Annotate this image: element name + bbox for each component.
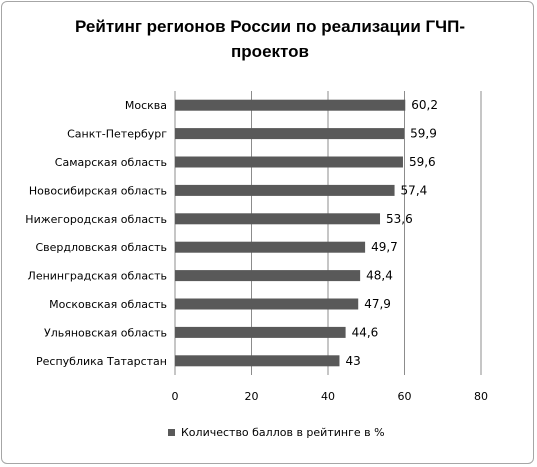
category-label-7: Московская область — [49, 298, 167, 311]
value-label-1: 59,9 — [410, 127, 437, 141]
category-label-5: Свердловская область — [35, 241, 167, 254]
bar-2 — [175, 156, 403, 168]
bar-6 — [175, 270, 361, 282]
legend-label: Количество баллов в рейтинге в % — [181, 426, 385, 439]
legend-swatch — [168, 429, 175, 436]
bar-1 — [175, 128, 405, 140]
x-tick-label-60: 60 — [398, 390, 412, 403]
value-label-2: 59,6 — [409, 155, 436, 169]
bar-8 — [175, 326, 346, 338]
value-label-5: 49,7 — [371, 240, 398, 254]
value-label-7: 47,9 — [364, 297, 391, 311]
category-label-6: Ленинградская область — [28, 270, 167, 283]
chart-title: Рейтинг регионов России по реализации ГЧ… — [60, 14, 480, 64]
bar-3 — [175, 184, 395, 196]
category-label-9: Республика Татарстан — [36, 355, 167, 368]
value-label-0: 60,2 — [411, 98, 438, 112]
value-label-4: 53,6 — [386, 212, 413, 226]
value-label-6: 48,4 — [366, 269, 393, 283]
bar-5 — [175, 241, 366, 253]
x-tick-label-0: 0 — [172, 390, 179, 403]
value-label-3: 57,4 — [401, 183, 428, 197]
category-label-3: Новосибирская область — [29, 184, 167, 197]
category-label-4: Нижегородская область — [25, 213, 167, 226]
bar-7 — [175, 298, 359, 310]
chart-title-line-1: Рейтинг регионов России по реализации ГЧ… — [75, 17, 465, 36]
category-label-0: Москва — [125, 99, 167, 112]
x-tick-label-40: 40 — [321, 390, 335, 403]
category-label-1: Санкт-Петербург — [67, 128, 167, 141]
legend: Количество баллов в рейтинге в % — [168, 426, 385, 439]
bar-4 — [175, 213, 381, 225]
value-label-9: 43 — [345, 354, 360, 368]
bar-0 — [175, 99, 406, 111]
category-label-8: Ульяновская область — [44, 326, 167, 339]
chart-title-line-2: проектов — [231, 42, 309, 61]
category-label-2: Самарская область — [55, 156, 167, 169]
value-label-8: 44,6 — [352, 325, 379, 339]
x-tick-label-80: 80 — [474, 390, 488, 403]
x-tick-label-20: 20 — [245, 390, 259, 403]
bar-9 — [175, 355, 340, 367]
